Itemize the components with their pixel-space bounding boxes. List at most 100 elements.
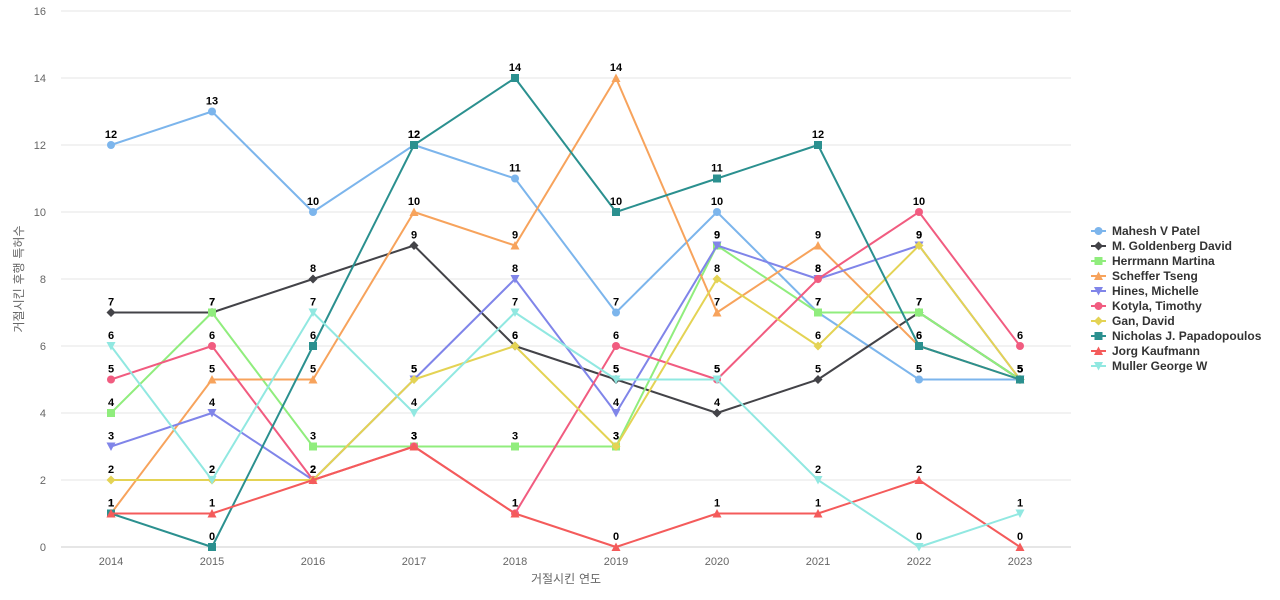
- data-label-kotyla-timothy: 10: [913, 196, 925, 208]
- data-label-m-goldenberg-david: 9: [411, 230, 417, 242]
- data-label-muller-george-w: 7: [310, 297, 316, 309]
- data-point-jorg-kaufmann: [914, 475, 924, 484]
- data-label-scheffer-tseng: 10: [408, 196, 420, 208]
- data-point-m-goldenberg-david: [308, 274, 318, 284]
- data-point-muller-george-w: [510, 308, 520, 317]
- y-tick-label: 16: [34, 6, 46, 18]
- legend-marker-mahesh-v-patel: [1094, 227, 1103, 235]
- data-label-kotyla-timothy: 5: [714, 364, 720, 376]
- data-label-gan-david: 9: [916, 230, 922, 242]
- data-label-mahesh-v-patel: 12: [408, 129, 420, 141]
- data-label-kotyla-timothy: 3: [411, 431, 417, 443]
- data-point-jorg-kaufmann: [409, 442, 419, 451]
- data-label-mahesh-v-patel: 13: [206, 96, 218, 108]
- legend-item-mahesh-v-patel[interactable]: Mahesh V Patel: [1091, 224, 1200, 238]
- legend-marker-herrmann-martina: [1094, 257, 1103, 265]
- data-label-nicholas-j-papadopoulos: 14: [509, 62, 522, 74]
- series-m-goldenberg-david[interactable]: [106, 241, 1025, 418]
- data-point-scheffer-tseng: [308, 375, 318, 384]
- data-label-hines-michelle: 5: [1017, 364, 1023, 376]
- data-point-gan-david: [510, 341, 520, 351]
- data-label-hines-michelle: 8: [512, 263, 518, 275]
- data-point-scheffer-tseng: [207, 375, 217, 384]
- data-point-muller-george-w: [1015, 509, 1025, 518]
- series-line-nicholas-j-papadopoulos[interactable]: [110, 77, 1021, 548]
- data-label-mahesh-v-patel: 10: [307, 196, 319, 208]
- legend-item-herrmann-martina[interactable]: Herrmann Martina: [1091, 254, 1215, 268]
- data-label-scheffer-tseng: 7: [714, 297, 720, 309]
- legend-item-hines-michelle[interactable]: Hines, Michelle: [1091, 284, 1199, 298]
- data-point-herrmann-martina: [309, 442, 317, 451]
- data-point-nicholas-j-papadopoulos: [1016, 375, 1024, 384]
- data-label-jorg-kaufmann: 2: [916, 464, 922, 476]
- legend-item-scheffer-tseng[interactable]: Scheffer Tseng: [1091, 269, 1198, 283]
- data-label-gan-david: 8: [714, 263, 720, 275]
- series-lines: [106, 73, 1025, 552]
- data-label-hines-michelle: 2: [310, 464, 316, 476]
- data-label-nicholas-j-papadopoulos: 6: [916, 330, 922, 342]
- data-point-muller-george-w: [611, 375, 621, 384]
- series-line-mahesh-v-patel[interactable]: [110, 110, 1021, 381]
- legend-label-jorg-kaufmann: Jorg Kaufmann: [1112, 344, 1200, 358]
- data-label-scheffer-tseng: 1: [108, 498, 114, 510]
- data-label-nicholas-j-papadopoulos: 12: [408, 129, 420, 141]
- legend-marker-nicholas-j-papadopoulos: [1094, 332, 1103, 340]
- data-point-m-goldenberg-david: [813, 375, 823, 384]
- data-point-jorg-kaufmann: [207, 509, 217, 518]
- data-label-hines-michelle: 8: [815, 263, 821, 275]
- data-point-m-goldenberg-david: [106, 308, 116, 317]
- data-point-muller-george-w: [712, 375, 722, 384]
- data-point-nicholas-j-papadopoulos: [713, 174, 721, 183]
- data-label-kotyla-timothy: 6: [613, 330, 619, 342]
- data-label-muller-george-w: 2: [209, 464, 215, 476]
- legend-label-m-goldenberg-david: M. Goldenberg David: [1112, 239, 1232, 253]
- legend-item-muller-george-w[interactable]: Muller George W: [1091, 359, 1208, 373]
- data-label-kotyla-timothy: 1: [512, 498, 518, 510]
- series-jorg-kaufmann[interactable]: [106, 442, 1025, 551]
- data-label-kotyla-timothy: 6: [209, 330, 215, 342]
- data-label-mahesh-v-patel: 7: [613, 297, 619, 309]
- data-point-scheffer-tseng: [409, 207, 419, 216]
- legend-item-nicholas-j-papadopoulos[interactable]: Nicholas J. Papadopoulos: [1091, 329, 1262, 343]
- data-label-m-goldenberg-david: 4: [714, 397, 721, 409]
- series-line-m-goldenberg-david[interactable]: [110, 244, 1021, 414]
- y-tick-label: 8: [40, 274, 46, 286]
- data-label-scheffer-tseng: 14: [610, 62, 623, 74]
- data-label-kotyla-timothy: 2: [310, 464, 316, 476]
- data-point-nicholas-j-papadopoulos: [814, 141, 822, 149]
- legend-item-jorg-kaufmann[interactable]: Jorg Kaufmann: [1091, 344, 1200, 358]
- data-label-scheffer-tseng: 5: [310, 364, 316, 376]
- series-muller-george-w[interactable]: [106, 308, 1025, 552]
- data-point-mahesh-v-patel: [107, 141, 115, 149]
- data-point-nicholas-j-papadopoulos: [208, 543, 216, 551]
- series-line-scheffer-tseng[interactable]: [110, 77, 1021, 515]
- series-line-jorg-kaufmann[interactable]: [110, 445, 1021, 548]
- data-point-mahesh-v-patel: [713, 208, 721, 216]
- legend-label-scheffer-tseng: Scheffer Tseng: [1112, 269, 1198, 283]
- y-tick-label: 2: [40, 475, 46, 487]
- series-mahesh-v-patel[interactable]: [107, 107, 1024, 384]
- y-tick-label: 0: [40, 542, 46, 554]
- series-line-gan-david[interactable]: [110, 244, 1021, 481]
- legend-marker-kotyla-timothy: [1094, 302, 1103, 310]
- x-tick-label: 2022: [907, 556, 931, 568]
- series-scheffer-tseng[interactable]: [106, 73, 1025, 518]
- data-point-nicholas-j-papadopoulos: [309, 342, 317, 350]
- data-label-m-goldenberg-david: 7: [916, 297, 922, 309]
- series-line-muller-george-w[interactable]: [110, 311, 1021, 548]
- data-label-gan-david: 6: [512, 330, 518, 342]
- data-point-mahesh-v-patel: [612, 308, 620, 317]
- legend-item-gan-david[interactable]: Gan, David: [1091, 314, 1175, 328]
- data-label-kotyla-timothy: 6: [1017, 330, 1023, 342]
- legend-marker-m-goldenberg-david: [1094, 241, 1103, 251]
- x-tick-label: 2021: [806, 556, 830, 568]
- legend-item-kotyla-timothy[interactable]: Kotyla, Timothy: [1091, 299, 1202, 313]
- data-point-jorg-kaufmann: [1015, 542, 1025, 551]
- legend-item-m-goldenberg-david[interactable]: M. Goldenberg David: [1091, 239, 1232, 253]
- data-label-nicholas-j-papadopoulos: 12: [812, 129, 824, 141]
- data-label-jorg-kaufmann: 3: [411, 431, 417, 443]
- data-point-nicholas-j-papadopoulos: [511, 74, 519, 82]
- data-label-mahesh-v-patel: 7: [815, 297, 821, 309]
